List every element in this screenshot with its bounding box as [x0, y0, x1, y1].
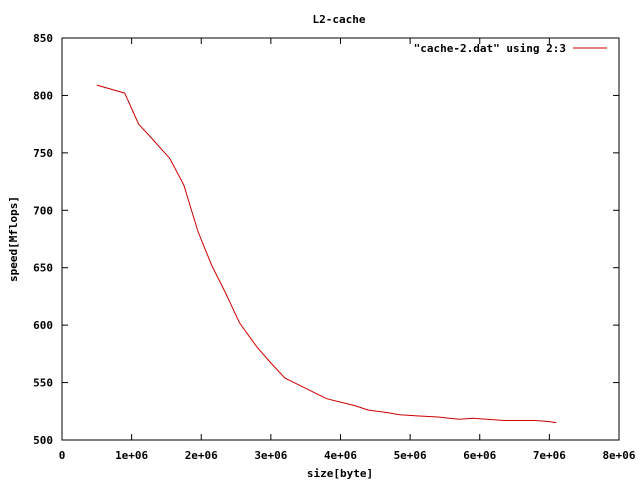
y-tick-label: 750 — [33, 147, 53, 160]
series-layer — [96, 84, 557, 424]
x-tick-label: 4e+06 — [324, 449, 357, 462]
y-tick-label: 600 — [33, 319, 53, 332]
x-tick-label: 8e+06 — [602, 449, 635, 462]
chart-title: L2-cache — [313, 13, 366, 26]
y-tick-label: 550 — [33, 377, 53, 390]
y-tick-label: 650 — [33, 262, 53, 275]
x-axis-label: size[byte] — [307, 467, 373, 480]
legend: "cache-2.dat" using 2:3 — [414, 42, 607, 55]
y-tick-label: 800 — [33, 89, 53, 102]
x-tick-label: 3e+06 — [254, 449, 287, 462]
series-line — [96, 84, 557, 424]
plot-frame — [61, 37, 620, 441]
x-tick-label: 7e+06 — [533, 449, 566, 462]
y-axis-label: speed[Mflops] — [7, 196, 20, 282]
legend-label: "cache-2.dat" using 2:3 — [414, 42, 566, 55]
x-tick-label: 0 — [59, 449, 66, 462]
y-tick-label: 850 — [33, 32, 53, 45]
x-tick-label: 2e+06 — [185, 449, 218, 462]
x-tick-label: 6e+06 — [463, 449, 496, 462]
x-tick-label: 1e+06 — [115, 449, 148, 462]
x-axis: 0 1e+06 2e+06 3e+06 4e+06 5e+06 6e+06 7e+06 8e+0… — [59, 38, 636, 462]
y-tick-label: 700 — [33, 204, 53, 217]
y-axis: 500 550 600 650 700 750 800 850 — [33, 32, 619, 447]
x-tick-label: 5e+06 — [394, 449, 427, 462]
y-tick-label: 500 — [33, 434, 53, 447]
